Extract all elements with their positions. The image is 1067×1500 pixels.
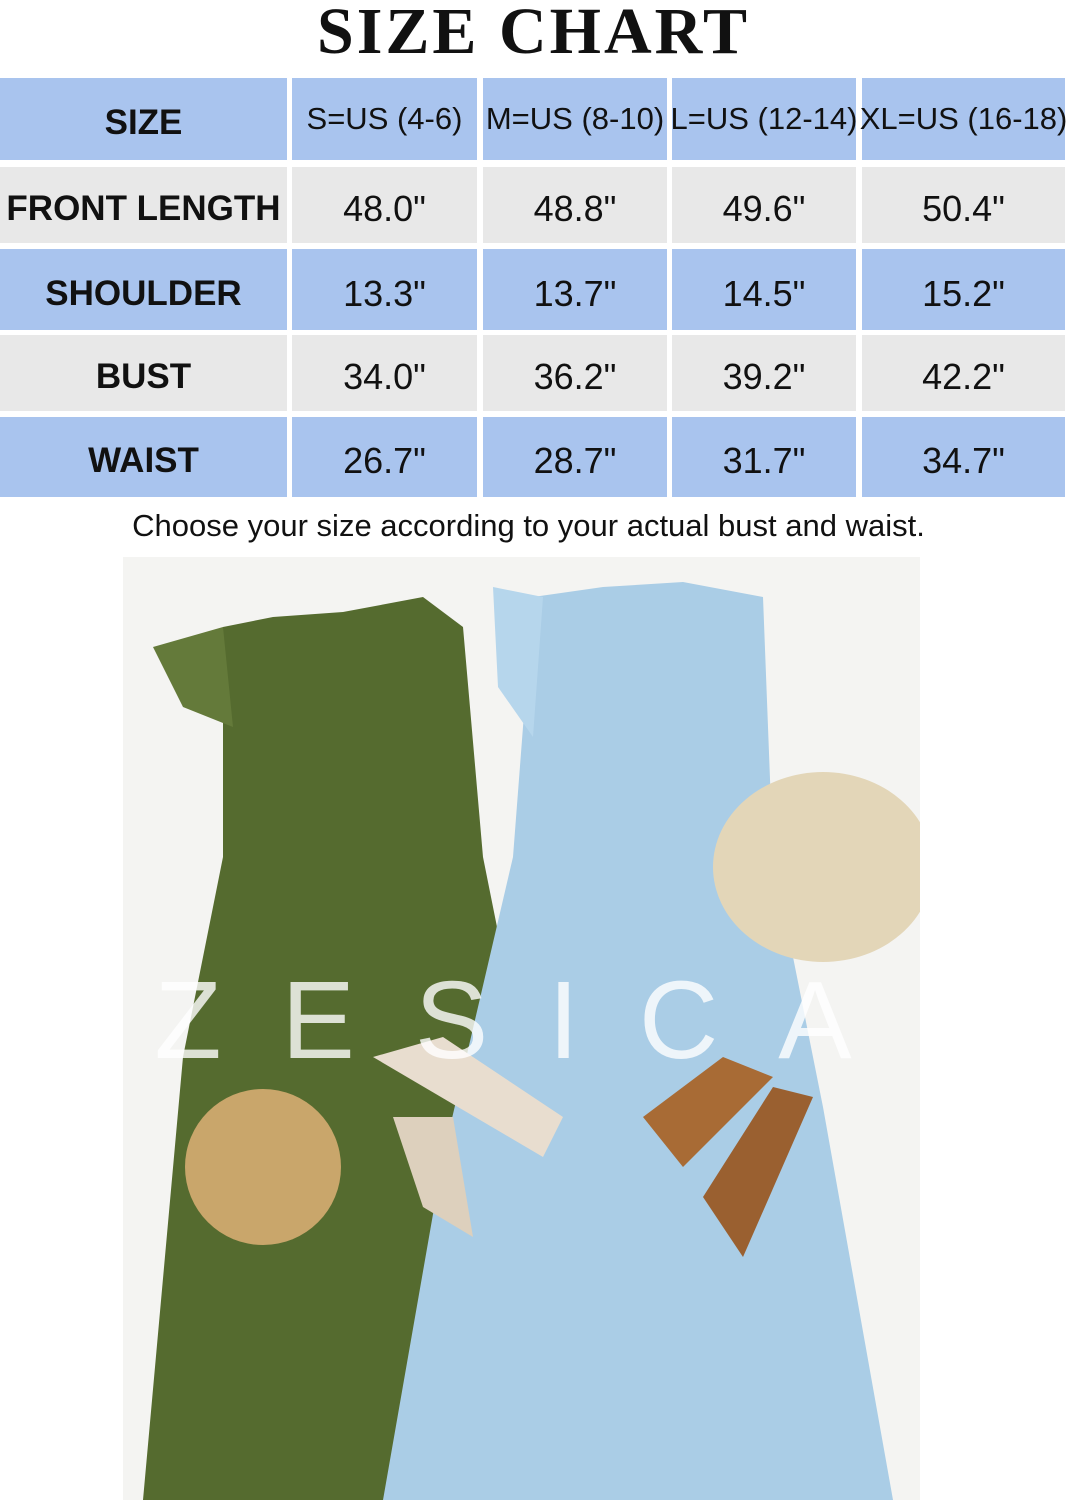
shoe	[643, 1057, 773, 1167]
dresses-illustration	[143, 582, 920, 1500]
row-label: BUST	[0, 335, 287, 411]
header-cell: XL=US (16-18)	[860, 78, 1067, 160]
shoe	[703, 1087, 813, 1257]
green-sleeve	[153, 627, 233, 727]
blue-sleeve	[493, 587, 543, 737]
table-cell: 13.7"	[483, 249, 667, 330]
header-cell: S=US (4-6)	[292, 78, 477, 160]
header-cell: L=US (12-14)	[671, 78, 857, 160]
table-cell: 48.0"	[292, 167, 477, 243]
table-cell: 42.2"	[862, 335, 1065, 411]
shoe	[373, 1037, 563, 1157]
header-cell: SIZE	[0, 78, 287, 160]
watermark: ZESICA	[154, 959, 912, 1082]
row-label: SHOULDER	[0, 249, 287, 330]
product-photo: ZESICA	[123, 557, 920, 1500]
row-label: FRONT LENGTH	[0, 167, 287, 243]
table-cell: 26.7"	[292, 417, 477, 497]
header-cell: M=US (8-10)	[483, 78, 667, 160]
table-cell: 15.2"	[862, 249, 1065, 330]
table-cell: 34.7"	[862, 417, 1065, 497]
table-cell: 28.7"	[483, 417, 667, 497]
table-cell: 49.6"	[672, 167, 856, 243]
table-cell: 48.8"	[483, 167, 667, 243]
straw-bag	[185, 1089, 341, 1245]
table-cell: 14.5"	[672, 249, 856, 330]
page-title: SIZE CHART	[317, 0, 750, 68]
size-note: Choose your size according to your actua…	[132, 508, 925, 543]
row-label: WAIST	[0, 417, 287, 497]
table-cell: 13.3"	[292, 249, 477, 330]
table-cell: 50.4"	[862, 167, 1065, 243]
straw-hat	[713, 772, 920, 962]
table-cell: 36.2"	[483, 335, 667, 411]
table-cell: 39.2"	[672, 335, 856, 411]
table-cell: 31.7"	[672, 417, 856, 497]
table-cell: 34.0"	[292, 335, 477, 411]
shoe	[393, 1117, 473, 1237]
